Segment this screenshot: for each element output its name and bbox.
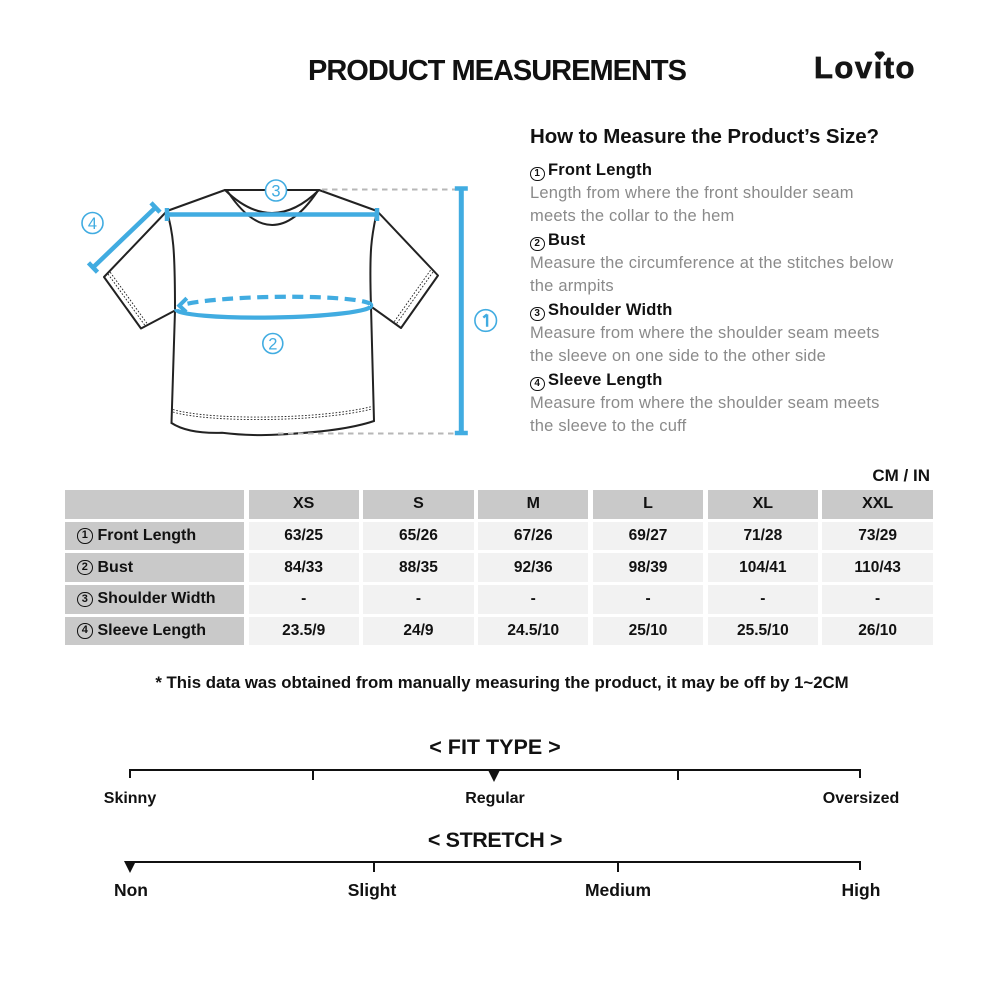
svg-text:4: 4 (88, 215, 97, 233)
svg-text:2: 2 (268, 335, 277, 353)
svg-text:3: 3 (271, 182, 280, 200)
